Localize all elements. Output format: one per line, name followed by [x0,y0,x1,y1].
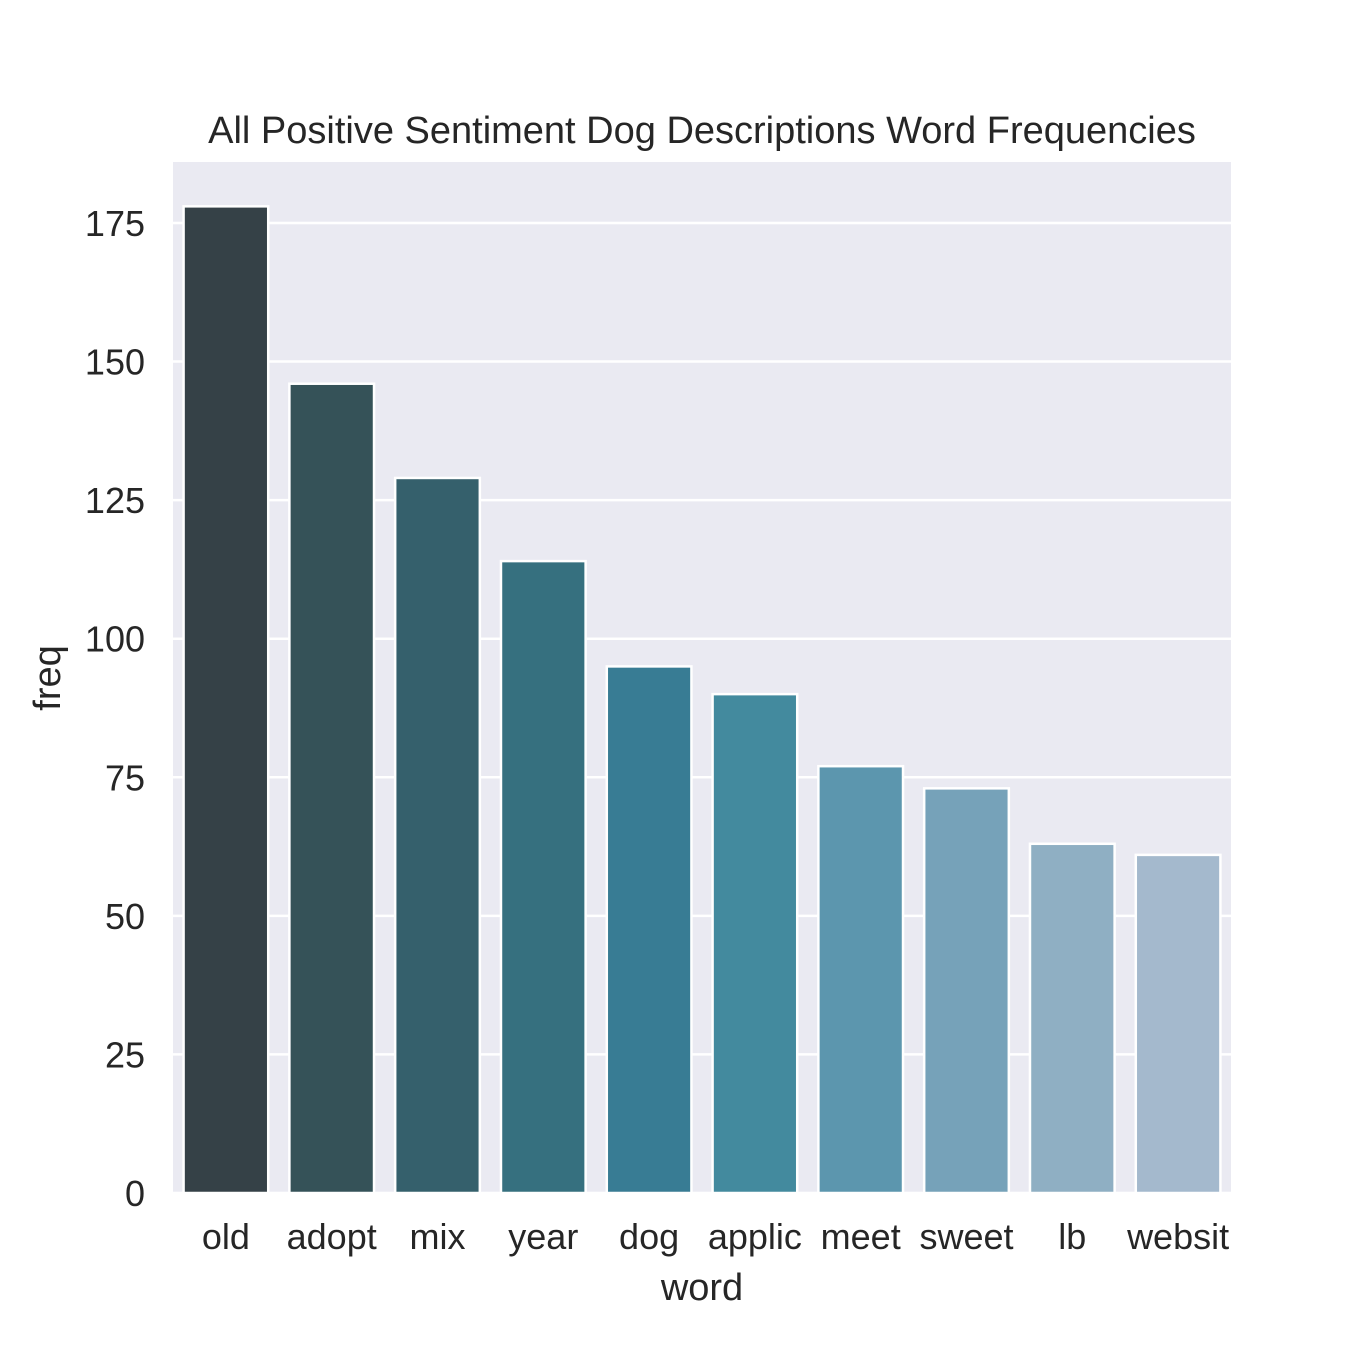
x-tick-label: old [202,1216,250,1257]
y-axis-label: freq [27,645,69,710]
x-tick-label: adopt [287,1216,377,1257]
x-tick-label: lb [1058,1216,1086,1257]
x-axis-label: word [660,1267,743,1309]
x-tick-label: meet [821,1216,901,1257]
y-tick-labels: 0 25 50 75 100 125 150 175 [85,203,145,1214]
bar-lb [1028,842,1116,1195]
y-tick-label: 25 [105,1034,145,1075]
y-tick-label: 0 [125,1173,145,1214]
x-tick-label: mix [410,1216,466,1257]
x-tick-label: applic [708,1216,802,1257]
y-tick-label: 125 [85,480,145,521]
chart-title: All Positive Sentiment Dog Descriptions … [208,110,1196,152]
x-tick-label: year [508,1216,578,1257]
bar-applic [711,692,799,1195]
y-tick-label: 150 [85,342,145,383]
x-tick-labels: old adopt mix year dog applic meet sweet lb websi… [202,1216,1229,1257]
bar-sweet [922,787,1011,1195]
y-tick-label: 50 [105,896,145,937]
x-tick-label: dog [619,1216,679,1257]
bar-year [499,559,587,1195]
y-tick-label: 75 [105,757,145,798]
bar-adopt [288,382,376,1195]
x-tick-label: websit [1126,1216,1229,1257]
y-tick-label: 175 [85,203,145,244]
bar-meet [817,764,905,1195]
x-tick-label: sweet [919,1216,1013,1257]
bar-dog [605,665,693,1195]
bar-mix [393,476,482,1195]
bar-websit [1134,853,1222,1195]
bar-old [182,205,270,1195]
y-tick-label: 100 [85,619,145,660]
bars [182,205,1222,1195]
